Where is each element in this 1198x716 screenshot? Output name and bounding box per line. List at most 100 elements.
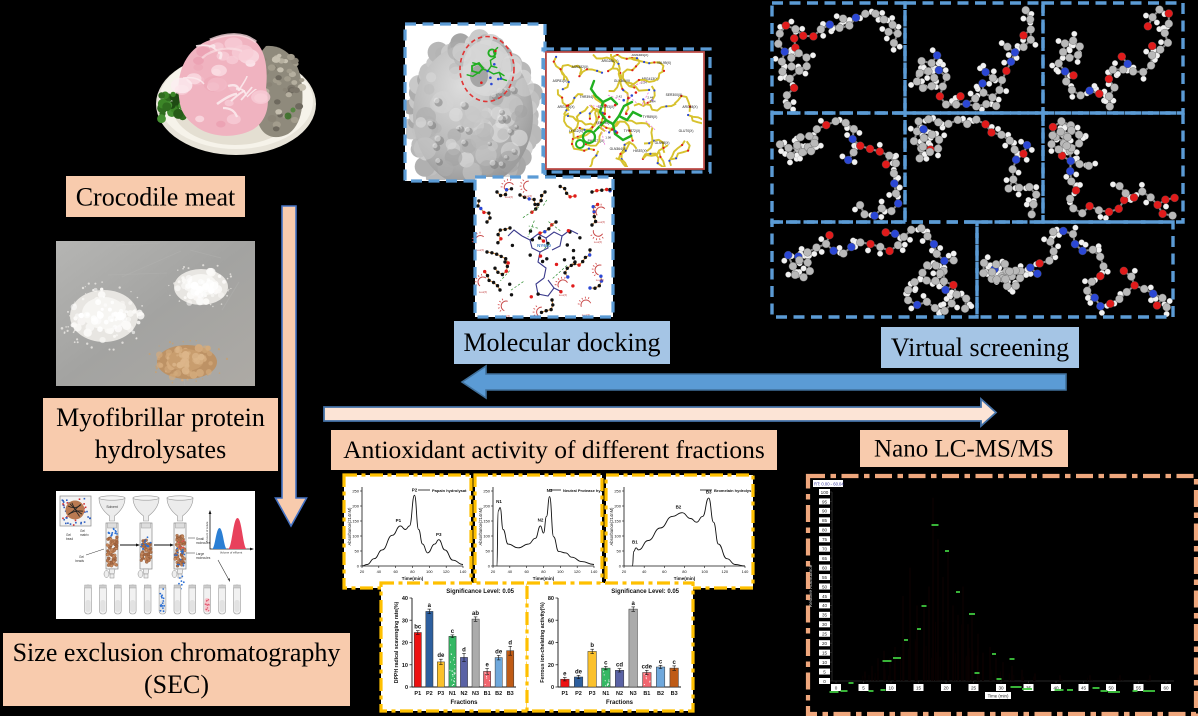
svg-text:80: 80 — [682, 569, 687, 574]
svg-text:15: 15 — [916, 685, 922, 690]
svg-text:80: 80 — [410, 569, 415, 574]
svg-text:100: 100 — [426, 569, 433, 574]
svg-text:N3: N3 — [472, 691, 479, 697]
svg-text:100: 100 — [614, 534, 621, 539]
svg-text:e: e — [563, 672, 567, 678]
svg-text:LYS12(X): LYS12(X) — [569, 129, 583, 133]
svg-text:85: 85 — [822, 518, 828, 523]
svg-text:35: 35 — [822, 613, 828, 618]
svg-text:Relative Abundance: Relative Abundance — [808, 564, 814, 607]
svg-text:30: 30 — [822, 622, 828, 627]
svg-text:ASN382(X): ASN382(X) — [572, 65, 589, 69]
svg-text:60: 60 — [524, 569, 529, 574]
svg-text:95: 95 — [822, 499, 828, 504]
svg-text:Leu(X): Leu(X) — [597, 220, 605, 224]
svg-text:55: 55 — [1136, 685, 1142, 690]
svg-text:20: 20 — [943, 685, 949, 690]
svg-text:120: 120 — [721, 569, 728, 574]
svg-text:de: de — [575, 669, 583, 675]
svg-text:a: a — [428, 603, 432, 609]
svg-text:N2: N2 — [538, 517, 544, 522]
svg-text:P2: P2 — [426, 691, 433, 697]
svg-text:Small: Small — [196, 537, 204, 541]
svg-text:1.98: 1.98 — [605, 136, 611, 140]
svg-text:PHE377(X): PHE377(X) — [588, 139, 605, 143]
svg-text:40: 40 — [548, 641, 554, 647]
svg-text:Time(min): Time(min) — [674, 576, 696, 581]
svg-text:SER300(X): SER300(X) — [666, 93, 683, 97]
svg-text:Leu(X): Leu(X) — [476, 248, 484, 252]
svg-text:150: 150 — [483, 519, 490, 524]
svg-text:Time (min): Time (min) — [988, 694, 1009, 699]
svg-text:Absorbance(214nM): Absorbance(214nM) — [609, 507, 614, 546]
svg-text:Time(min): Time(min) — [402, 576, 424, 581]
svg-text:40: 40 — [822, 603, 828, 608]
svg-text:ARG48(X): ARG48(X) — [682, 105, 697, 109]
svg-text:55: 55 — [822, 575, 828, 580]
svg-text:hydrolysates: hydrolysates — [95, 435, 226, 464]
svg-text:ARG288(X): ARG288(X) — [601, 59, 618, 63]
svg-text:VAL99(X): VAL99(X) — [657, 61, 671, 65]
svg-text:60: 60 — [822, 565, 828, 570]
svg-text:THR394(X): THR394(X) — [580, 95, 597, 99]
svg-text:Significance Level: 0.05: Significance Level: 0.05 — [446, 589, 514, 595]
svg-text:2.44: 2.44 — [647, 95, 653, 99]
svg-text:B3: B3 — [671, 691, 678, 697]
svg-text:15: 15 — [822, 650, 828, 655]
svg-text:Volume of effluent: Volume of effluent — [220, 551, 243, 555]
svg-text:20: 20 — [360, 569, 365, 574]
svg-text:2.84: 2.84 — [650, 100, 656, 104]
svg-text:cd: cd — [616, 663, 623, 669]
svg-text:120: 120 — [443, 569, 450, 574]
svg-text:0: 0 — [835, 685, 838, 690]
svg-text:Leu(X): Leu(X) — [559, 293, 567, 297]
svg-text:Antioxidant activity of differ: Antioxidant activity of different fracti… — [343, 435, 765, 464]
svg-text:30: 30 — [402, 618, 408, 624]
svg-text:Nano LC-MS/MS: Nano LC-MS/MS — [874, 436, 1054, 463]
svg-text:60: 60 — [393, 569, 398, 574]
svg-text:Leu(X): Leu(X) — [596, 278, 604, 282]
svg-text:NY680: NY680 — [537, 243, 551, 248]
svg-text:35: 35 — [1026, 685, 1032, 690]
svg-text:Time(min): Time(min) — [533, 576, 555, 581]
svg-text:Absorbance(214nM): Absorbance(214nM) — [478, 507, 483, 546]
svg-text:Leu(X): Leu(X) — [594, 240, 602, 244]
svg-text:20: 20 — [402, 641, 408, 647]
svg-text:0: 0 — [551, 685, 554, 691]
svg-text:B2: B2 — [676, 504, 682, 509]
svg-text:Solvent: Solvent — [106, 505, 117, 509]
svg-text:20: 20 — [622, 569, 627, 574]
svg-text:45: 45 — [822, 594, 828, 599]
svg-text:Large: Large — [196, 552, 204, 556]
svg-text:e: e — [485, 663, 489, 669]
svg-text:2.24: 2.24 — [641, 81, 647, 85]
svg-text:80: 80 — [822, 528, 828, 533]
svg-text:50: 50 — [617, 549, 622, 554]
svg-text:molecules: molecules — [196, 541, 211, 545]
svg-text:B3: B3 — [507, 691, 514, 697]
svg-text:60: 60 — [1163, 685, 1169, 690]
svg-text:N3: N3 — [630, 691, 637, 697]
svg-text:B2: B2 — [657, 691, 664, 697]
svg-text:5: 5 — [823, 669, 826, 674]
svg-text:80: 80 — [548, 596, 554, 602]
svg-text:45: 45 — [1081, 685, 1087, 690]
svg-text:150: 150 — [614, 519, 621, 524]
svg-text:d: d — [462, 647, 466, 653]
svg-text:P2: P2 — [412, 487, 418, 492]
svg-text:200: 200 — [483, 504, 490, 509]
svg-text:de: de — [437, 653, 445, 659]
svg-text:0: 0 — [357, 564, 360, 569]
svg-text:Leu(X): Leu(X) — [479, 290, 487, 294]
svg-text:GLY364(X): GLY364(X) — [614, 79, 630, 83]
svg-text:de: de — [495, 649, 503, 655]
svg-text:100: 100 — [557, 569, 564, 574]
svg-text:Gel: Gel — [66, 533, 71, 537]
svg-text:Absorbance(214nM): Absorbance(214nM) — [347, 507, 352, 546]
svg-text:50: 50 — [822, 584, 828, 589]
svg-text:40: 40 — [508, 569, 513, 574]
svg-text:250: 250 — [614, 489, 621, 494]
svg-text:cde: cde — [642, 664, 653, 670]
svg-text:P3: P3 — [436, 532, 442, 537]
svg-text:b: b — [590, 643, 594, 649]
